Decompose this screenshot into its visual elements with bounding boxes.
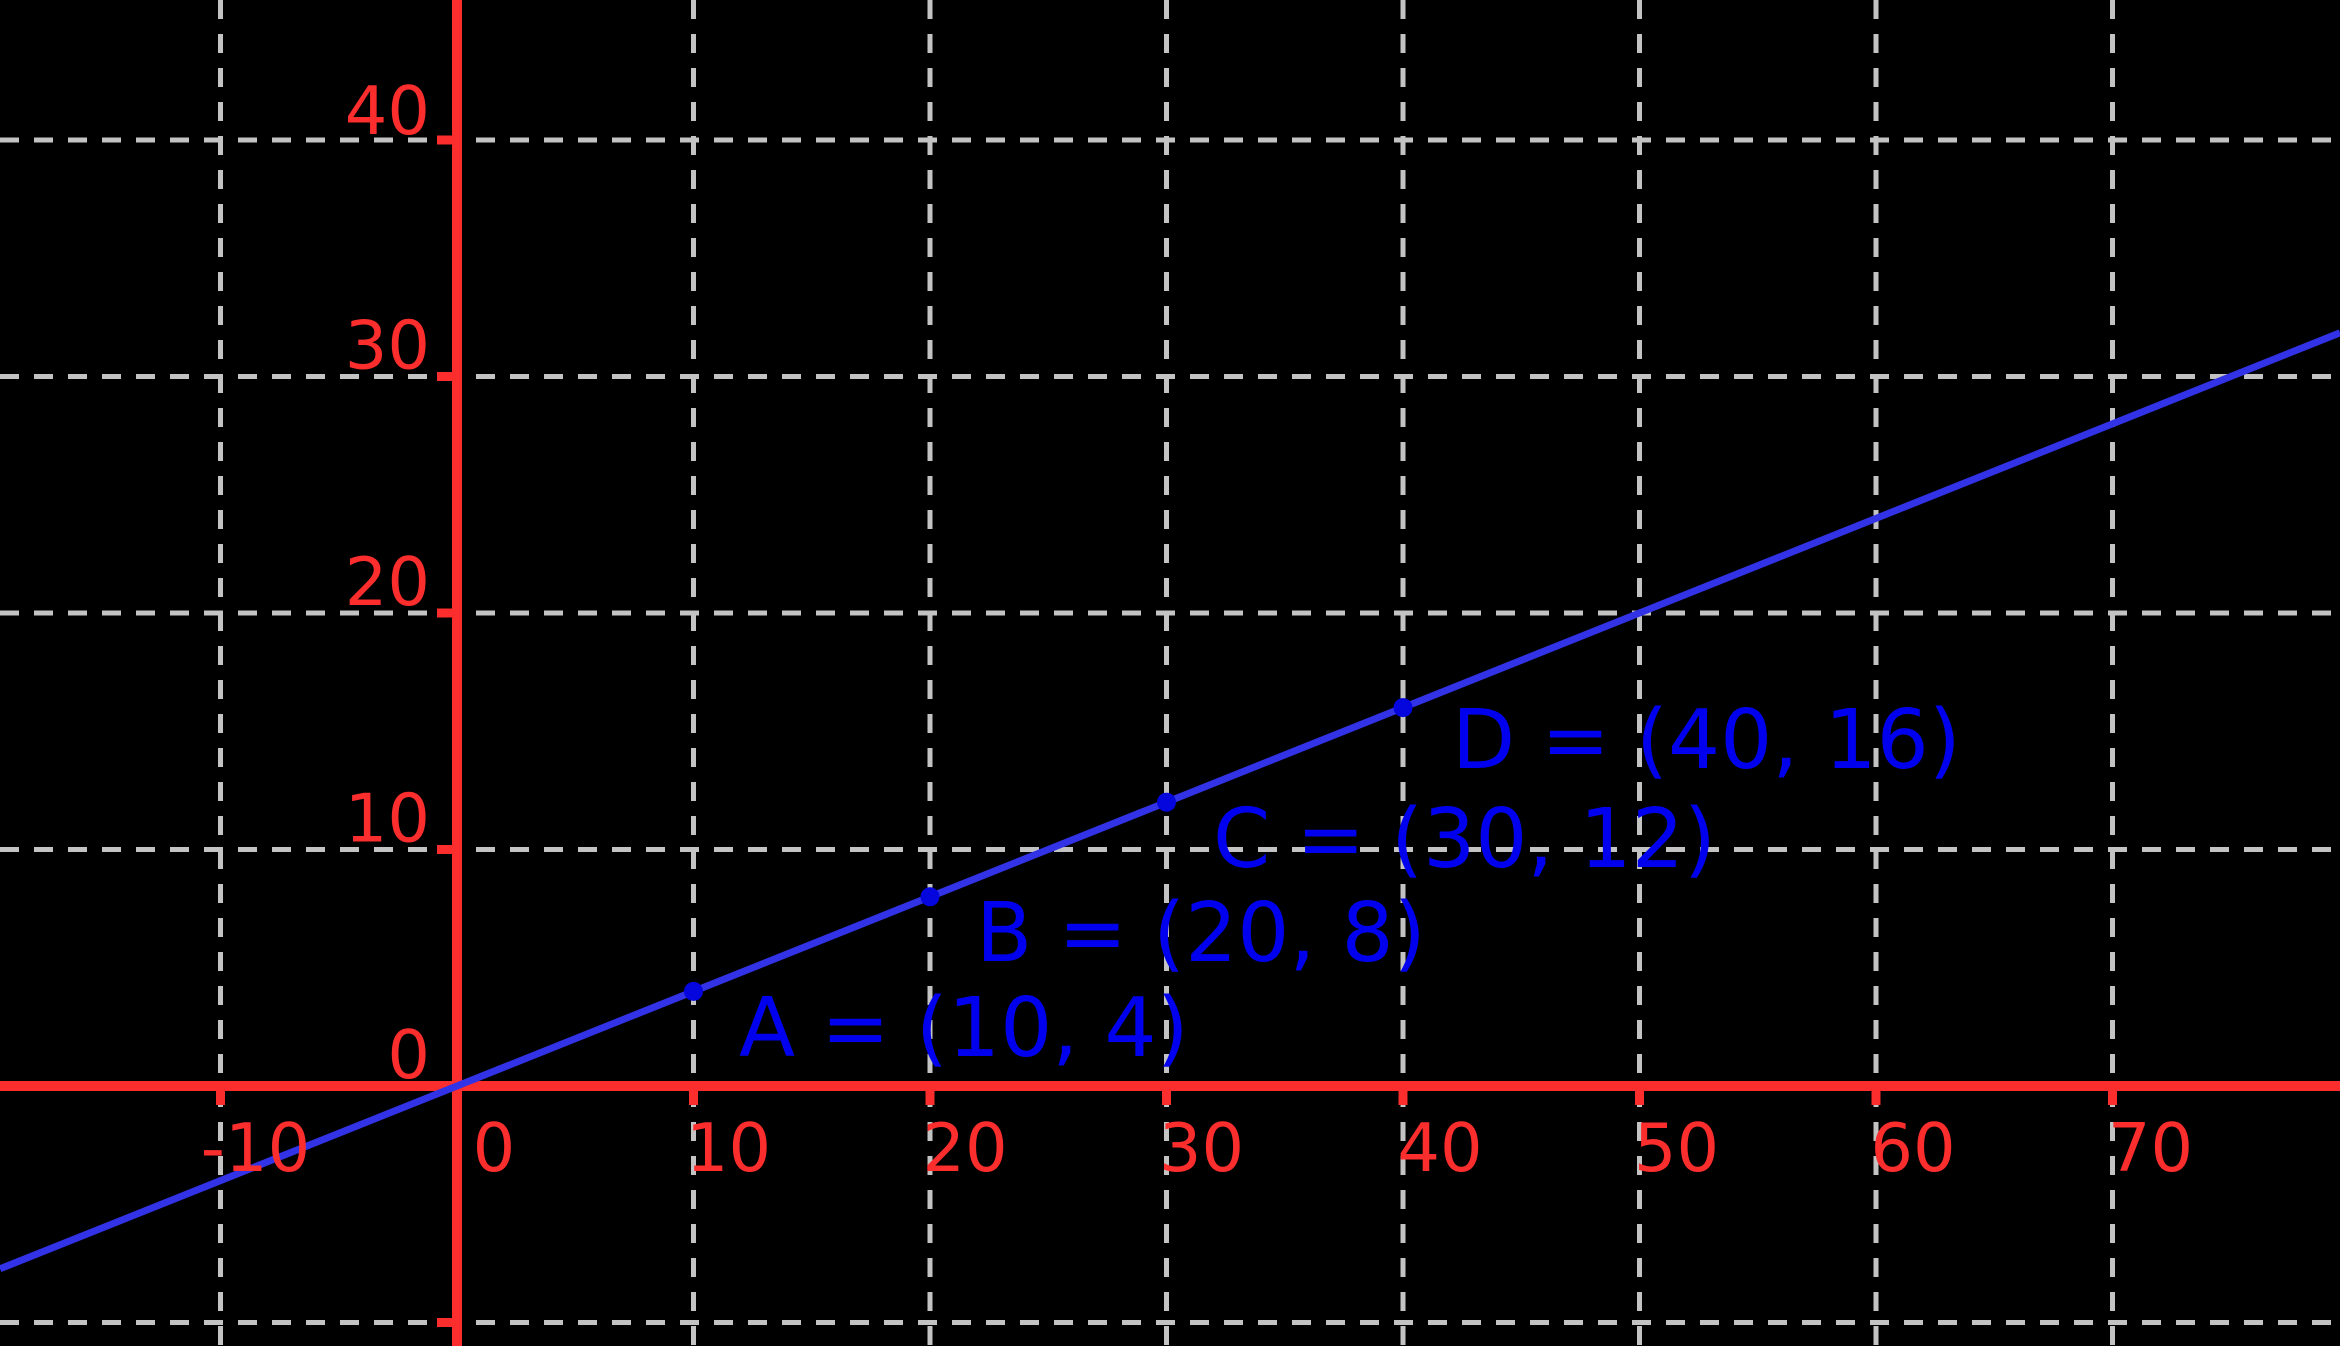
- horizontal-gridlines: [0, 137, 2340, 1325]
- y-axis-tick-labels: 0 10 20 30 40: [345, 72, 430, 1094]
- x-tick-label-0: 0: [473, 1109, 516, 1187]
- x-tick-label-10: 10: [686, 1109, 771, 1187]
- x-axis-ticks: [216, 1086, 2117, 1105]
- point-b-label: B = (20, 8): [976, 886, 1426, 981]
- x-axis-tick-labels: -10 0 10 20 30 40 50 60 70: [201, 1109, 2193, 1187]
- y-tick-label-10: 10: [345, 780, 430, 858]
- x-tick-label-30: 30: [1159, 1109, 1244, 1187]
- x-tick-label-60: 60: [1870, 1109, 1955, 1187]
- y-tick-label-40: 40: [345, 72, 430, 150]
- x-tick-label-40: 40: [1397, 1109, 1482, 1187]
- y-tick-label-20: 20: [345, 543, 430, 621]
- y-axis-ticks: [437, 135, 458, 1327]
- x-tick-label-50: 50: [1634, 1109, 1719, 1187]
- point-d-label: D = (40, 16): [1452, 693, 1961, 788]
- point-b-dot[interactable]: [920, 887, 940, 907]
- point-d-dot[interactable]: [1393, 698, 1413, 718]
- point-c-dot[interactable]: [1157, 792, 1176, 812]
- x-tick-label-70: 70: [2108, 1109, 2193, 1187]
- point-labels: A = (10, 4) B = (20, 8) C = (30, 12) D =…: [739, 693, 1961, 1076]
- point-a-dot[interactable]: [684, 981, 703, 1001]
- y-tick-label-0: 0: [387, 1016, 430, 1094]
- point-a-label: A = (10, 4): [739, 981, 1189, 1076]
- point-c-label: C = (30, 12): [1213, 792, 1716, 887]
- x-tick-label-20: 20: [922, 1109, 1007, 1187]
- x-tick-label-neg10: -10: [201, 1109, 310, 1187]
- y-tick-label-30: 30: [345, 307, 430, 385]
